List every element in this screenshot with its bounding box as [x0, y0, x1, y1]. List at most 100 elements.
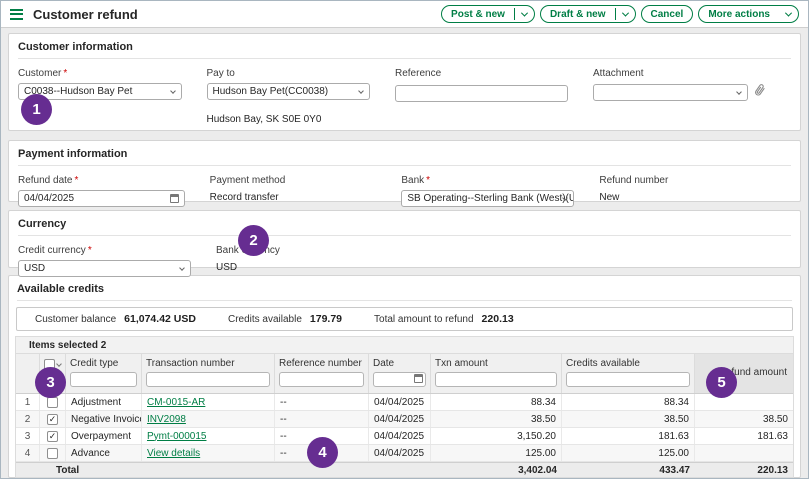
chevron-down-icon[interactable] — [56, 361, 62, 367]
transaction-link[interactable]: CM-0015-AR — [147, 397, 205, 408]
date-cell: 04/04/2025 — [369, 428, 431, 444]
calendar-icon[interactable] — [414, 374, 423, 383]
row-checkbox[interactable] — [47, 431, 58, 442]
required-marker: * — [75, 175, 79, 186]
credit-type-cell: Overpayment — [66, 428, 142, 444]
required-marker: * — [426, 175, 430, 186]
section-available-credits: Available credits Customer balance 61,07… — [8, 275, 801, 478]
refund-amount-cell: 38.50 — [695, 411, 793, 427]
date-header: Date — [369, 354, 431, 393]
more-actions-button[interactable]: More actions — [698, 5, 799, 23]
date-cell: 04/04/2025 — [369, 445, 431, 461]
refund-amount-cell — [695, 394, 793, 410]
transaction-link[interactable]: Pymt-000015 — [147, 431, 206, 442]
cancel-button[interactable]: Cancel — [641, 5, 694, 23]
post-and-new-dropdown[interactable] — [515, 6, 534, 22]
refund-amount-cell: 181.63 — [695, 428, 793, 444]
txn-amount-cell: 38.50 — [431, 411, 562, 427]
total-refund-amount: 220.13 — [695, 465, 793, 476]
action-buttons: Post & new Draft & new Cancel More actio… — [441, 5, 799, 23]
transaction-number-filter-input[interactable] — [146, 372, 270, 387]
section-title: Available credits — [17, 281, 792, 301]
top-bar: Customer refund Post & new Draft & new C… — [1, 1, 808, 28]
credits-available-label: Credits available — [228, 314, 302, 325]
bank-value: SB Operating--Sterling Bank (West)(USD) — [407, 193, 574, 204]
draft-and-new-label: Draft & new — [541, 6, 615, 22]
table-row: 1 Adjustment CM-0015-AR -- 04/04/2025 88… — [16, 394, 793, 411]
pay-to-field: Pay to Hudson Bay Pet(CC0038) Hudson Bay… — [207, 68, 371, 125]
customer-balance-label: Customer balance — [35, 314, 116, 325]
credit-type-filter-input[interactable] — [70, 372, 137, 387]
refund-number-field: Refund number New — [599, 175, 766, 207]
transaction-link[interactable]: INV2098 — [147, 414, 186, 425]
reference-number-header: Reference number — [275, 354, 369, 393]
callout-badge-4: 4 — [307, 437, 338, 468]
page-title: Customer refund — [33, 7, 138, 22]
total-refund-label: Total amount to refund — [374, 314, 474, 325]
refund-number-value: New — [599, 192, 766, 203]
draft-and-new-button[interactable]: Draft & new — [540, 5, 636, 23]
chevron-down-icon — [785, 9, 792, 16]
pay-to-value: Hudson Bay Pet(CC0038) — [213, 86, 329, 97]
row-checkbox[interactable] — [47, 397, 58, 408]
attachment-select[interactable] — [593, 84, 748, 101]
callout-badge-1: 1 — [21, 94, 52, 125]
total-txn-amount: 3,402.04 — [431, 465, 562, 476]
bank-field: Bank* SB Operating--Sterling Bank (West)… — [401, 175, 574, 207]
date-cell: 04/04/2025 — [369, 411, 431, 427]
credits-available-filter-input[interactable] — [566, 372, 690, 387]
hamburger-menu-icon[interactable] — [10, 9, 23, 20]
section-customer-information: Customer information Customer* C0038--Hu… — [8, 33, 801, 131]
post-and-new-button[interactable]: Post & new — [441, 5, 535, 23]
view-details-link[interactable]: View details — [147, 448, 200, 459]
credit-type-header: Credit type — [66, 354, 142, 393]
table-row: 3 Overpayment Pymt-000015 -- 04/04/2025 … — [16, 428, 793, 445]
total-label: Total — [16, 465, 142, 476]
refund-date-field: Refund date* 04/04/2025 — [18, 175, 185, 207]
credits-available-cell: 181.63 — [562, 428, 695, 444]
row-number: 4 — [16, 445, 40, 461]
credits-available-header: Credits available — [562, 354, 695, 393]
txn-amount-header-label: Txn amount — [435, 358, 557, 369]
items-selected-bar: Items selected 2 — [15, 336, 794, 354]
customer-balance: Customer balance 61,074.42 USD — [35, 313, 196, 325]
reference-number-filter-input[interactable] — [279, 372, 364, 387]
bank-select[interactable]: SB Operating--Sterling Bank (West)(USD) — [401, 190, 574, 207]
refund-date-input[interactable]: 04/04/2025 — [18, 190, 185, 207]
more-actions-dropdown[interactable] — [779, 6, 798, 22]
txn-amount-cell: 125.00 — [431, 445, 562, 461]
credits-table: Credit type Transaction number Reference… — [15, 354, 794, 478]
payment-method-label: Payment method — [210, 175, 377, 186]
credit-type-cell: Adjustment — [66, 394, 142, 410]
txn-amount-filter-input[interactable] — [435, 372, 557, 387]
date-cell: 04/04/2025 — [369, 394, 431, 410]
items-selected-count: Items selected 2 — [29, 340, 106, 351]
table-header-row: Credit type Transaction number Reference… — [16, 354, 793, 394]
table-total-row: Total 3,402.04 433.47 220.13 — [16, 462, 793, 477]
refund-date-value: 04/04/2025 — [24, 193, 74, 204]
reference-number-header-label: Reference number — [279, 358, 364, 369]
draft-and-new-dropdown[interactable] — [616, 6, 635, 22]
credit-type-cell: Advance — [66, 445, 142, 461]
row-checkbox[interactable] — [47, 414, 58, 425]
section-currency: Currency Credit currency* USD Bank curre… — [8, 210, 801, 268]
reference-input[interactable] — [395, 85, 568, 102]
credits-available-cell: 125.00 — [562, 445, 695, 461]
chevron-down-icon — [179, 265, 185, 271]
calendar-icon[interactable] — [170, 194, 179, 203]
required-marker: * — [88, 245, 92, 256]
required-marker: * — [63, 68, 67, 79]
pay-to-label: Pay to — [207, 68, 371, 79]
callout-badge-2: 2 — [238, 225, 269, 256]
txn-amount-header: Txn amount — [431, 354, 562, 393]
total-refund-value: 220.13 — [482, 313, 514, 325]
customer-label: Customer* — [18, 68, 182, 79]
chevron-down-icon — [358, 88, 364, 94]
credit-currency-select[interactable]: USD — [18, 260, 191, 277]
row-checkbox[interactable] — [47, 448, 58, 459]
more-actions-label: More actions — [699, 6, 779, 22]
pay-to-select[interactable]: Hudson Bay Pet(CC0038) — [207, 83, 371, 100]
table-row: 2 Negative Invoice INV2098 -- 04/04/2025… — [16, 411, 793, 428]
chevron-down-icon — [170, 88, 176, 94]
paperclip-icon[interactable] — [754, 83, 766, 102]
